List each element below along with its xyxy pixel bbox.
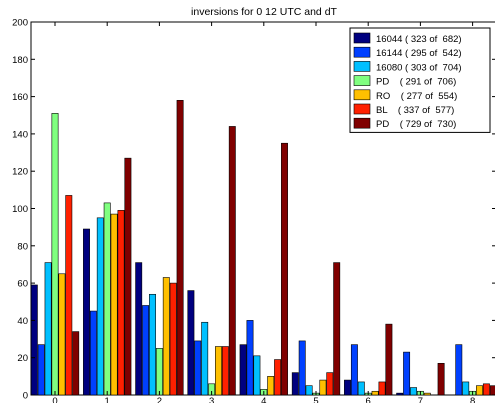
bar-2-series-6 [169,282,177,396]
legend-label: PD ( 291 of 706) [376,77,456,88]
bar-8-series-5 [476,385,483,396]
x-tick-label: 5 [313,396,318,403]
y-tick-label: 140 [12,129,28,140]
bar-1-series-5 [110,213,118,396]
y-tick-label: 40 [17,316,28,327]
bar-2-series-1 [135,262,143,396]
legend-label: RO ( 277 of 554) [376,91,457,102]
bar-3-series-6 [221,346,229,396]
bar-5-series-2 [298,340,306,396]
bar-1-series-2 [89,310,97,396]
chart-title: inversions for 0 12 UTC and dT [191,6,337,18]
legend-swatch [353,61,371,72]
bar-7-series-1 [396,392,404,396]
y-tick-label: 20 [17,353,28,364]
bar-1-series-6 [117,210,125,396]
bar-3-series-2 [194,340,202,396]
legend-box [349,27,491,133]
bar-2-series-3 [149,293,156,396]
y-tick-label: 120 [12,167,28,178]
bar-2-series-4 [155,348,163,396]
legend-swatch [353,103,371,115]
bar-4-series-6 [274,359,282,396]
legend-label: PD ( 729 of 730) [376,119,456,130]
bar-8-series-6 [482,383,490,396]
legend-swatch [353,89,371,101]
y-tick-label: 100 [12,204,28,215]
bar-3-series-5 [215,346,222,396]
bar-8-series-3 [462,381,470,396]
y-tick-label: 160 [12,92,28,103]
y-tick-label: 200 [12,18,28,29]
bar-3-series-1 [187,290,195,396]
x-tick-label: 2 [157,396,162,403]
bar-3-series-7 [228,126,236,396]
bar-2-series-2 [142,305,150,396]
bar-1-series-1 [83,228,90,396]
bar-5-series-6 [326,372,334,396]
bar-6-series-5 [371,390,379,396]
legend-label: BL ( 337 of 577) [376,105,454,116]
bar-8-series-2 [455,344,463,396]
legend-label: 16144 ( 295 of 542) [376,48,462,59]
x-tick-label: 6 [366,396,371,403]
bar-5-series-7 [333,262,341,396]
bar-4-series-1 [239,344,247,396]
bar-7-series-7 [437,362,445,396]
x-tick-label: 1 [105,396,110,403]
bar-7-series-2 [403,351,411,396]
legend-swatch [353,117,371,129]
legend-label: 16080 ( 303 of 704) [376,62,462,73]
bar-4-series-3 [253,355,261,396]
bar-0-series-7 [72,331,80,396]
y-tick-label: 0 [23,391,28,402]
bar-6-series-1 [344,379,351,396]
x-tick-label: 8 [470,396,475,403]
bar-5-series-5 [319,379,327,396]
y-tick-label: 60 [17,279,28,290]
x-tick-label: 4 [261,396,266,403]
bar-1-series-7 [124,157,132,396]
y-tick-label: 80 [17,241,28,252]
bar-3-series-3 [201,321,209,396]
legend: 16044 ( 323 of 682) 16144 ( 295 of 542) 16… [349,27,491,133]
bar-5-series-3 [305,385,313,396]
bars [30,100,495,396]
legend-swatch [353,46,371,58]
y-tick-label: 180 [12,55,28,66]
bar-0-series-1 [30,284,38,396]
bar-4-series-5 [267,376,275,396]
bar-8-series-7 [489,385,495,396]
bar-1-series-4 [103,202,111,396]
legend-label: 16044 ( 323 of 682) [376,34,462,45]
bar-7-series-3 [410,387,417,396]
bar-5-series-1 [291,372,299,396]
bar-0-series-2 [37,344,45,396]
bar-0-series-6 [65,195,73,396]
bar-6-series-2 [350,344,358,396]
x-tick-label: 0 [52,396,57,403]
legend-swatch [353,32,371,44]
bar-0-series-4 [51,113,59,396]
bar-6-series-3 [357,381,365,396]
bar-7-series-5 [423,392,431,396]
bar-6-series-7 [385,323,393,396]
legend-swatch [353,75,371,86]
bar-2-series-5 [162,277,170,396]
bar-4-series-7 [281,142,288,396]
x-axis: 0 1 2 3 4 5 6 7 8 [52,22,475,403]
x-tick-label: 3 [209,396,214,403]
bar-6-series-6 [378,381,386,396]
bar-0-series-3 [44,262,52,396]
bar-0-series-5 [58,273,66,396]
bar-1-series-3 [96,217,104,396]
bar-4-series-2 [246,320,254,396]
x-tick-label: 7 [418,396,423,403]
bar-2-series-7 [176,100,184,396]
